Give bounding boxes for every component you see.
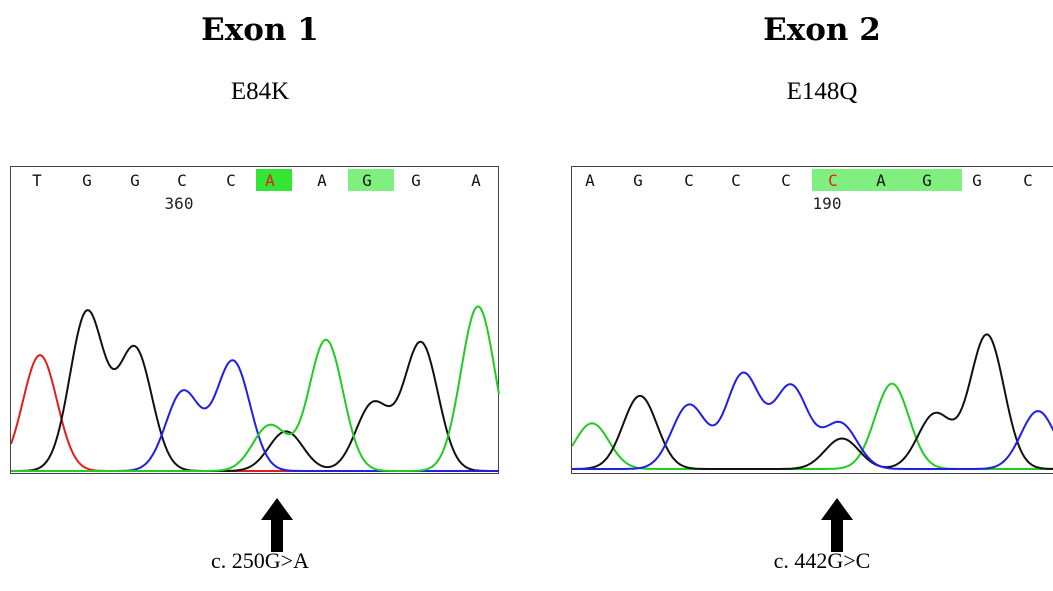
base-call-label: G [922, 171, 932, 190]
chromatogram-frame: T G G C C A A G G A 360 [10, 166, 500, 474]
base-call-label: A [876, 171, 886, 190]
base-call-label: C [781, 171, 791, 190]
position-label: 360 [165, 194, 194, 213]
exon-2-panel: Exon 2 E148Q A G C C C C A G G C 190 c. 442G>C [562, 0, 1053, 591]
base-call-label: G [972, 171, 982, 190]
base-call-label: C [226, 171, 236, 190]
base-call-label: A [585, 171, 595, 190]
exon-1-panel: Exon 1 E84K T G G C C A A G G A 360 c. 250G>A [0, 0, 520, 591]
position-label: 190 [813, 194, 842, 213]
base-call-label: C [684, 171, 694, 190]
base-call-label: G [130, 171, 140, 190]
base-highlight [348, 169, 394, 191]
base-call-label: A [471, 171, 481, 190]
exon-title: Exon 2 [763, 12, 881, 48]
trace-G [572, 333, 1053, 470]
up-arrow-icon [261, 498, 293, 557]
base-highlight [812, 169, 962, 191]
exon-title: Exon 1 [201, 12, 319, 48]
base-call-label: G [411, 171, 421, 190]
trace-C [11, 359, 499, 472]
base-call-label: C [731, 171, 741, 190]
hgvs-notation: c. 442G>C [773, 548, 871, 573]
trace-A [572, 382, 1053, 470]
base-call-label: C [828, 171, 838, 190]
trace-G [11, 309, 499, 472]
base-call-label: C [1023, 171, 1033, 190]
mutation-name: E84K [230, 78, 290, 105]
base-call-label: A [317, 171, 327, 190]
trace-A [11, 305, 500, 472]
base-call-label: G [82, 171, 92, 190]
mutation-name: E148Q [786, 78, 858, 105]
base-call-label: C [177, 171, 187, 190]
base-call-label: G [362, 171, 372, 190]
chromatogram: T G G C C A A G G A 360 [11, 169, 500, 472]
chromatogram: A G C C C C A G G C 190 [572, 169, 1053, 470]
trace-T [11, 354, 499, 472]
base-call-label: A [265, 171, 275, 190]
trace-C [572, 371, 1053, 470]
chromatogram-frame: A G C C C C A G G C 190 [571, 166, 1053, 474]
base-highlight [256, 169, 292, 191]
base-call-label: T [32, 171, 42, 190]
base-call-label: G [633, 171, 643, 190]
hgvs-notation: c. 250G>A [211, 548, 309, 573]
up-arrow-icon [821, 498, 853, 557]
